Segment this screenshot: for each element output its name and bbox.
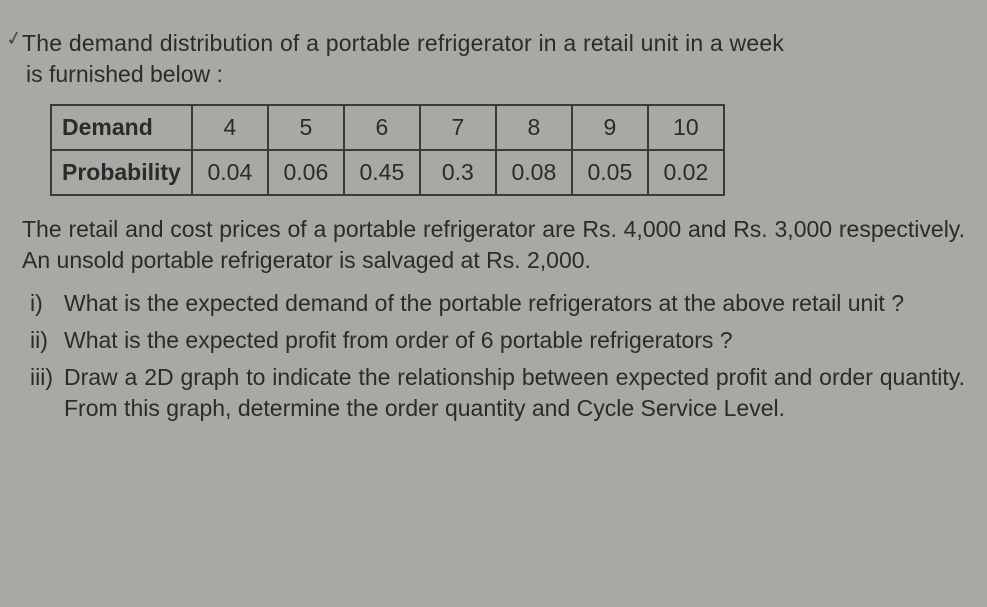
demand-cell: 7: [420, 105, 496, 150]
question-marker: ii): [30, 325, 64, 356]
probability-cell: 0.3: [420, 150, 496, 195]
intro-line-2: is furnished below :: [26, 59, 965, 90]
demand-cell: 4: [192, 105, 268, 150]
question-marker: iii): [30, 362, 64, 424]
intro-line-1: The demand distribution of a portable re…: [22, 28, 965, 59]
list-item: i) What is the expected demand of the po…: [30, 288, 965, 319]
probability-cell: 0.06: [268, 150, 344, 195]
question-text: What is the expected profit from order o…: [64, 325, 965, 356]
list-item: iii) Draw a 2D graph to indicate the rel…: [30, 362, 965, 424]
demand-cell: 6: [344, 105, 420, 150]
question-text: Draw a 2D graph to indicate the relation…: [64, 362, 965, 424]
table-row: Probability 0.04 0.06 0.45 0.3 0.08 0.05…: [51, 150, 724, 195]
probability-header-cell: Probability: [51, 150, 192, 195]
probability-cell: 0.08: [496, 150, 572, 195]
demand-cell: 10: [648, 105, 724, 150]
table-row: Demand 4 5 6 7 8 9 10: [51, 105, 724, 150]
demand-probability-table: Demand 4 5 6 7 8 9 10 Probability 0.04 0…: [50, 104, 725, 196]
demand-cell: 9: [572, 105, 648, 150]
demand-cell: 8: [496, 105, 572, 150]
question-marker: i): [30, 288, 64, 319]
probability-cell: 0.02: [648, 150, 724, 195]
demand-cell: 5: [268, 105, 344, 150]
question-list: i) What is the expected demand of the po…: [22, 288, 965, 424]
probability-cell: 0.05: [572, 150, 648, 195]
intro-paragraph: The demand distribution of a portable re…: [22, 28, 965, 90]
probability-cell: 0.04: [192, 150, 268, 195]
list-item: ii) What is the expected profit from ord…: [30, 325, 965, 356]
body-paragraph: The retail and cost prices of a portable…: [22, 214, 965, 276]
probability-cell: 0.45: [344, 150, 420, 195]
question-text: What is the expected demand of the porta…: [64, 288, 965, 319]
demand-header-cell: Demand: [51, 105, 192, 150]
